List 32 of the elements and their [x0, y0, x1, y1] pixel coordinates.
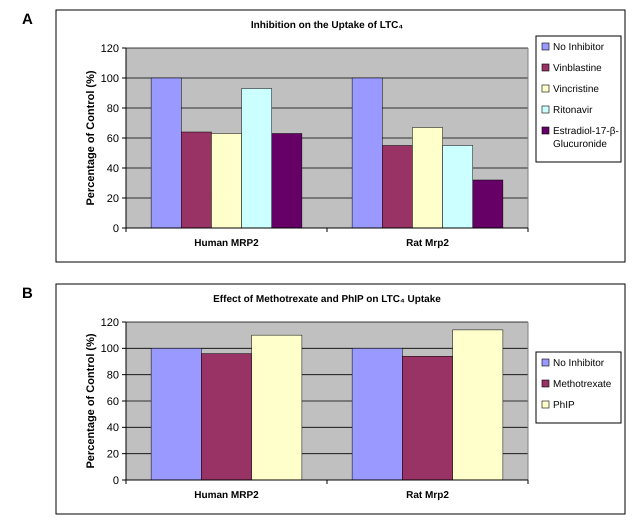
legend-label: Vincristine [553, 84, 600, 95]
x-tick-label: Human MRP2 [194, 238, 260, 249]
legend-label: Estradiol-17-β-Glucuronide [553, 126, 619, 150]
y-tick-label: 20 [106, 192, 119, 205]
y-axis-title: Percentage of Control (%) [85, 333, 97, 469]
legend-label: No Inhibitor [553, 42, 605, 53]
y-tick-label: 40 [106, 422, 119, 434]
y-tick-label: 60 [106, 132, 119, 145]
y-tick-label: 20 [106, 448, 119, 461]
y-axis-title: Percentage of Control (%) [85, 70, 97, 206]
y-tick-label: 120 [100, 316, 119, 329]
y-tick-label: 0 [112, 474, 119, 487]
y-tick-label: 0 [112, 222, 119, 235]
y-tick-label: 80 [106, 102, 119, 115]
legend-label: PhIP [553, 400, 576, 411]
legend-label: No Inhibitor [553, 358, 605, 369]
y-tick-label: 40 [106, 162, 119, 175]
legend-label: Vinblastine [553, 63, 602, 74]
text: A [22, 11, 33, 28]
x-tick-label: Rat Mrp2 [406, 238, 450, 249]
x-tick-label: Rat Mrp2 [406, 490, 450, 501]
legend-label: Ritonavir [553, 105, 594, 116]
y-tick-label: 120 [100, 42, 119, 55]
y-tick-label: 100 [100, 72, 119, 85]
y-tick-label: 80 [106, 370, 119, 382]
legend-label: Methotrexate [553, 379, 612, 390]
y-tick-label: 100 [100, 343, 119, 356]
text: B [22, 285, 33, 302]
chart-title: Effect of Methotrexate and PhIP on LTC₄ Uptake [213, 294, 442, 305]
chart-title: Inhibition on the Uptake of LTC₄ [250, 20, 404, 31]
x-tick-label: Human MRP2 [194, 490, 260, 501]
y-tick-label: 60 [106, 396, 119, 408]
